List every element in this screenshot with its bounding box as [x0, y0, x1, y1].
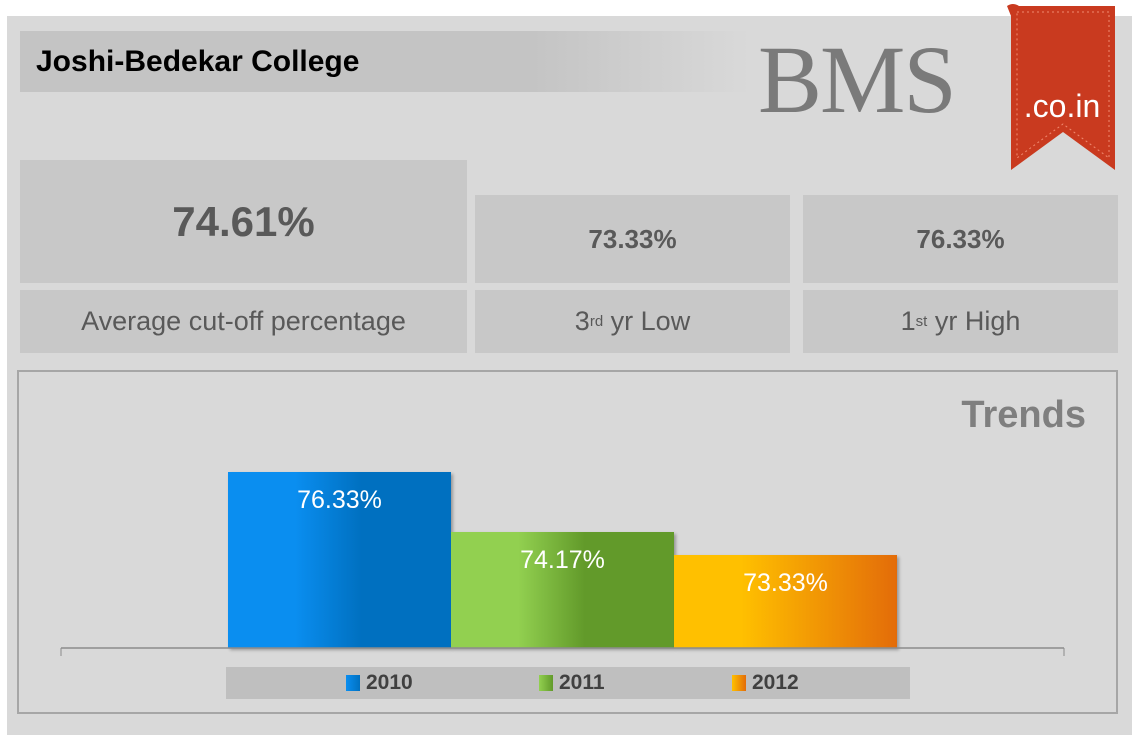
low-value: 73.33%	[475, 195, 790, 283]
legend-label: 2010	[366, 671, 413, 694]
high-label-text: yr High	[927, 306, 1021, 336]
legend-swatch-icon	[346, 675, 360, 691]
legend-item-2012: 2012	[732, 667, 799, 699]
data-label: 76.33%	[297, 486, 382, 515]
legend-swatch-icon	[732, 675, 746, 691]
chart-title: Trends	[961, 394, 1086, 436]
legend-item-2010: 2010	[346, 667, 413, 699]
bar-2011: 74.17%	[451, 532, 674, 648]
bms-logo: BMS	[758, 26, 957, 133]
low-label-num: 3	[574, 306, 590, 336]
low-label-text: yr Low	[603, 306, 691, 336]
trends-chart: Trends 76.33% 74.17% 73.33% 2010 2011 2012	[17, 370, 1118, 714]
high-value: 76.33%	[803, 195, 1118, 283]
college-title: Joshi-Bedekar College	[20, 31, 750, 92]
legend-swatch-icon	[539, 675, 553, 691]
low-label-sup: rd	[589, 313, 604, 330]
bar-2012: 73.33%	[674, 555, 897, 648]
data-label: 74.17%	[520, 546, 605, 575]
legend-label: 2012	[752, 671, 799, 694]
x-axis	[60, 647, 1065, 656]
high-label-sup: st	[915, 313, 928, 330]
legend-item-2011: 2011	[539, 667, 605, 699]
chart-legend: 2010 2011 2012	[226, 667, 910, 699]
legend-label: 2011	[559, 671, 605, 694]
average-label: Average cut-off percentage	[20, 290, 467, 353]
data-label: 73.33%	[743, 569, 828, 598]
ribbon-logo-icon	[1007, 4, 1115, 170]
bar-2010: 76.33%	[228, 472, 451, 648]
ribbon-text: .co.in	[1023, 88, 1101, 124]
average-value: 74.61%	[20, 160, 467, 283]
high-label-num: 1	[900, 306, 916, 336]
